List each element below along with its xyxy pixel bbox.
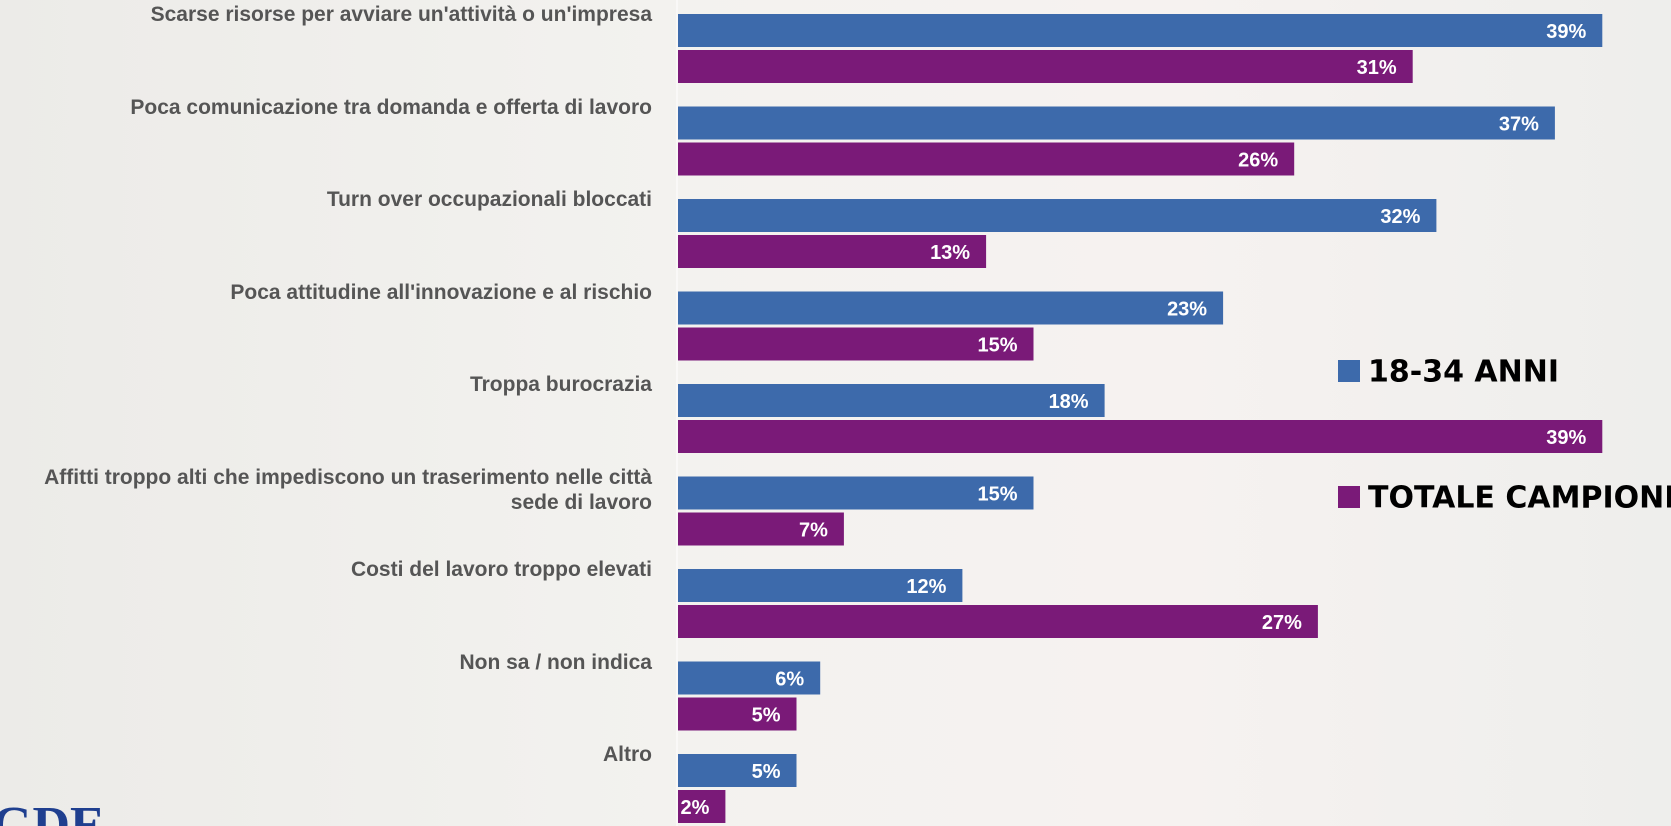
legend-swatch	[1338, 486, 1360, 508]
value-label: 32%	[1380, 206, 1420, 228]
category-label: Poca attitudine all'innovazione e al ris…	[12, 280, 652, 305]
category-label: Poca comunicazione tra domanda e offerta…	[12, 95, 652, 120]
category-label: Turn over occupazionali bloccati	[12, 187, 652, 212]
bar	[678, 199, 1436, 232]
value-label: 39%	[1546, 21, 1586, 43]
value-label: 37%	[1499, 113, 1539, 135]
bar	[678, 384, 1105, 417]
category-label: Non sa / non indica	[12, 650, 652, 675]
bar	[678, 605, 1318, 638]
value-label: 18%	[1049, 391, 1089, 413]
bar	[678, 14, 1602, 47]
value-label: 31%	[1357, 57, 1397, 79]
legend-swatch	[1338, 360, 1360, 382]
chart-svg: GDE 39% 31% 37% 26% 32% 13% 23% 15% 18% 39% 15% 7% 1…	[0, 0, 1671, 826]
value-label: 2%	[680, 797, 709, 819]
category-label: Affitti troppo alti che impediscono un t…	[12, 465, 652, 515]
value-label: 7%	[799, 519, 828, 541]
chart: GDE 39% 31% 37% 26% 32% 13% 23% 15% 18% 39% 15% 7% 1…	[0, 0, 1671, 826]
bar	[678, 50, 1413, 83]
value-label: 15%	[977, 483, 1017, 505]
value-label: 6%	[775, 668, 804, 690]
value-label: 23%	[1167, 298, 1207, 320]
logo: GDE	[0, 797, 105, 826]
value-label: 13%	[930, 242, 970, 264]
category-label: Troppa burocrazia	[12, 372, 652, 397]
legend-label: 18-34 ANNI	[1368, 355, 1559, 390]
value-label: 5%	[752, 761, 781, 783]
legend-label: TOTALE CAMPIONE	[1368, 481, 1671, 516]
value-label: 12%	[906, 576, 946, 598]
value-label: 27%	[1262, 612, 1302, 634]
bar	[678, 292, 1223, 325]
category-label: Scarse risorse per avviare un'attività o…	[12, 2, 652, 27]
category-label: Costi del lavoro troppo elevati	[12, 557, 652, 582]
value-label: 5%	[752, 704, 781, 726]
value-label: 15%	[977, 334, 1017, 356]
bar	[678, 107, 1555, 140]
value-label: 39%	[1546, 427, 1586, 449]
bar	[678, 143, 1294, 176]
value-label: 26%	[1238, 149, 1278, 171]
category-label: Altro	[12, 742, 652, 767]
bar	[678, 420, 1602, 453]
